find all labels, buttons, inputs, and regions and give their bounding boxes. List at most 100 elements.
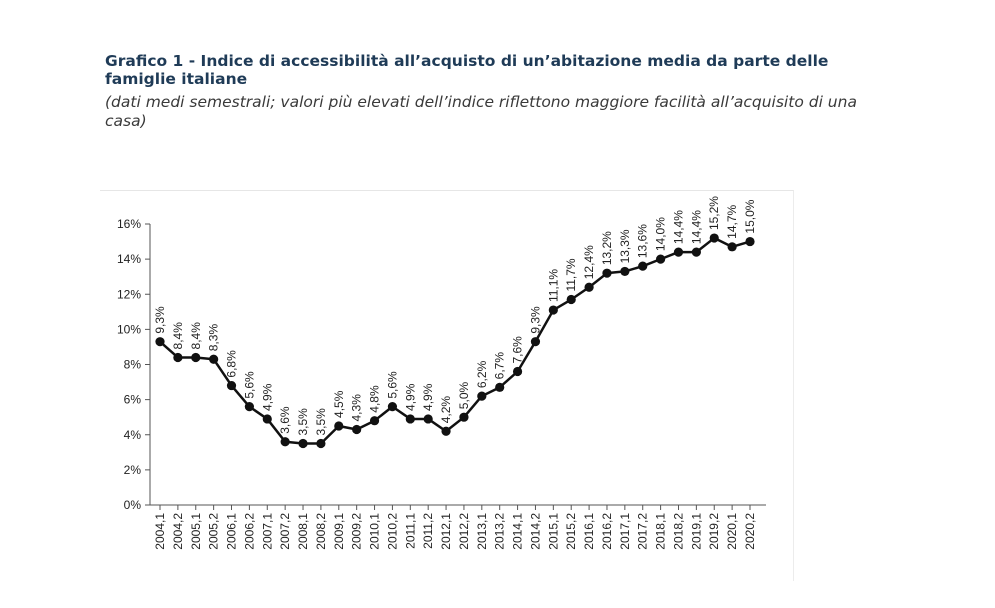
data-label: 12,4% (582, 245, 596, 279)
data-label: 14,4% (689, 210, 703, 244)
data-label: 15,0% (743, 199, 757, 233)
x-tick-label: 2007,1 (260, 513, 274, 550)
data-label: 9,3% (528, 306, 542, 334)
data-label: 4,5% (332, 390, 346, 418)
data-point (709, 233, 719, 243)
x-tick-label: 2009,2 (350, 513, 364, 550)
x-tick-label: 2006,2 (242, 513, 256, 550)
data-point (334, 421, 344, 431)
data-label: 3,5% (296, 408, 310, 436)
data-point (691, 247, 701, 257)
data-point (298, 438, 308, 449)
data-points (155, 233, 755, 449)
data-label: 4,9% (421, 383, 435, 411)
x-tick-label: 2019,1 (689, 513, 703, 550)
data-point (369, 416, 380, 426)
data-point (477, 391, 487, 401)
data-point (226, 380, 237, 391)
x-tick-label: 2014,2 (528, 513, 542, 550)
series-line (159, 236, 751, 445)
x-tick-label: 2017,2 (636, 513, 650, 550)
x-tick-label: 2005,2 (207, 513, 221, 550)
data-label: 7,6% (511, 336, 525, 364)
data-label: 5,0% (457, 382, 471, 410)
data-point (638, 261, 648, 271)
data-label: 4,8% (368, 385, 382, 413)
data-label: 4,9% (403, 383, 417, 411)
data-label: 4,3% (350, 394, 364, 422)
data-label: 4,9% (260, 383, 274, 411)
data-label: 14,7% (725, 204, 739, 238)
x-tick-label: 2020,1 (725, 513, 739, 550)
chart-area: 9,3% 8,4% 8,4% 8,3% 6,8% 5,6% 4,9% 3,6% 3,5% 3,5%… (100, 190, 794, 581)
data-point (262, 414, 272, 424)
x-tick-label: 2004,1 (153, 513, 167, 550)
data-label: 11,7% (564, 258, 578, 291)
data-point (495, 382, 505, 392)
data-labels: 9,3%8,4% 8,4% 8,3%6,8%5,6% 4,9%3,6% 3,5% 3,5%… (153, 196, 757, 436)
x-tick-label: 2010,2 (385, 513, 399, 550)
data-point (244, 402, 254, 412)
data-point (584, 282, 594, 292)
x-tick-label: 2019,2 (707, 513, 721, 550)
data-point (155, 337, 165, 347)
data-label: 6,8% (225, 350, 239, 378)
data-label: 6,7% (493, 352, 507, 380)
data-label: 3,5% (314, 408, 328, 436)
x-tick-label: 2011,2 (421, 513, 435, 549)
x-tick-label: 2011,1 (403, 513, 417, 549)
data-point (209, 354, 219, 364)
data-label: 8,3% (207, 324, 221, 352)
data-point (387, 402, 398, 412)
data-point (352, 424, 362, 435)
x-tick-label: 2013,1 (475, 513, 489, 550)
y-tick-label: 12% (117, 287, 141, 301)
data-point (173, 352, 183, 363)
data-label: 13,3% (618, 229, 632, 263)
data-label: 4,2% (439, 396, 453, 424)
data-point (423, 414, 433, 424)
data-point (673, 247, 684, 257)
y-tick-label: 14% (117, 252, 141, 266)
data-point (191, 352, 201, 363)
y-tick-label: 8% (124, 358, 142, 372)
line-chart: 9,3%8,4% 8,4% 8,3%6,8%5,6% 4,9%3,6% 3,5% 3,5%… (117, 196, 766, 550)
data-point (459, 412, 469, 422)
data-label: 9,3% (153, 306, 167, 334)
data-point (745, 236, 755, 247)
y-tick-labels: 0% 2% 4% 6% 8% 10% 12% 14% 16% (117, 217, 141, 512)
x-tick-label: 2014,1 (511, 513, 525, 550)
data-point (727, 242, 737, 252)
y-tick-label: 16% (117, 217, 141, 231)
data-point (656, 254, 666, 264)
data-label: 3,6% (278, 406, 292, 434)
data-point (530, 337, 541, 347)
y-tick-label: 4% (124, 428, 142, 442)
x-tick-label: 2008,2 (314, 513, 328, 550)
data-point (512, 366, 523, 377)
x-tick-label: 2004,2 (171, 513, 185, 550)
x-tick-label: 2012,2 (457, 513, 471, 550)
data-label: 5,6% (242, 371, 256, 399)
y-tick-label: 6% (124, 393, 142, 407)
data-label: 8,4% (189, 322, 203, 350)
x-tick-label: 2016,2 (600, 513, 614, 550)
data-label: 5,6% (385, 371, 399, 399)
data-point (602, 268, 612, 278)
x-tick-label: 2018,1 (654, 513, 668, 550)
x-tick-label: 2013,2 (493, 513, 507, 550)
data-label: 13,2% (600, 231, 614, 265)
x-tick-label: 2008,1 (296, 513, 310, 550)
y-tick-label: 0% (124, 498, 142, 512)
x-tick-label: 2012,1 (439, 513, 453, 550)
data-label: 14,0% (654, 217, 668, 251)
x-tick-label: 2005,1 (189, 513, 203, 550)
x-tick-label: 2009,1 (332, 513, 346, 550)
x-tick-label: 2010,1 (368, 513, 382, 550)
x-tick-label: 2006,1 (225, 513, 239, 550)
series-polyline (159, 236, 751, 445)
x-tick-label: 2015,1 (546, 513, 560, 550)
x-tick-labels: 2004,1 2004,2 2005,1 2005,2 2006,1 2006,2 2007… (153, 513, 757, 550)
y-tick-label: 2% (124, 463, 142, 477)
x-tick-label: 2017,1 (618, 513, 632, 550)
